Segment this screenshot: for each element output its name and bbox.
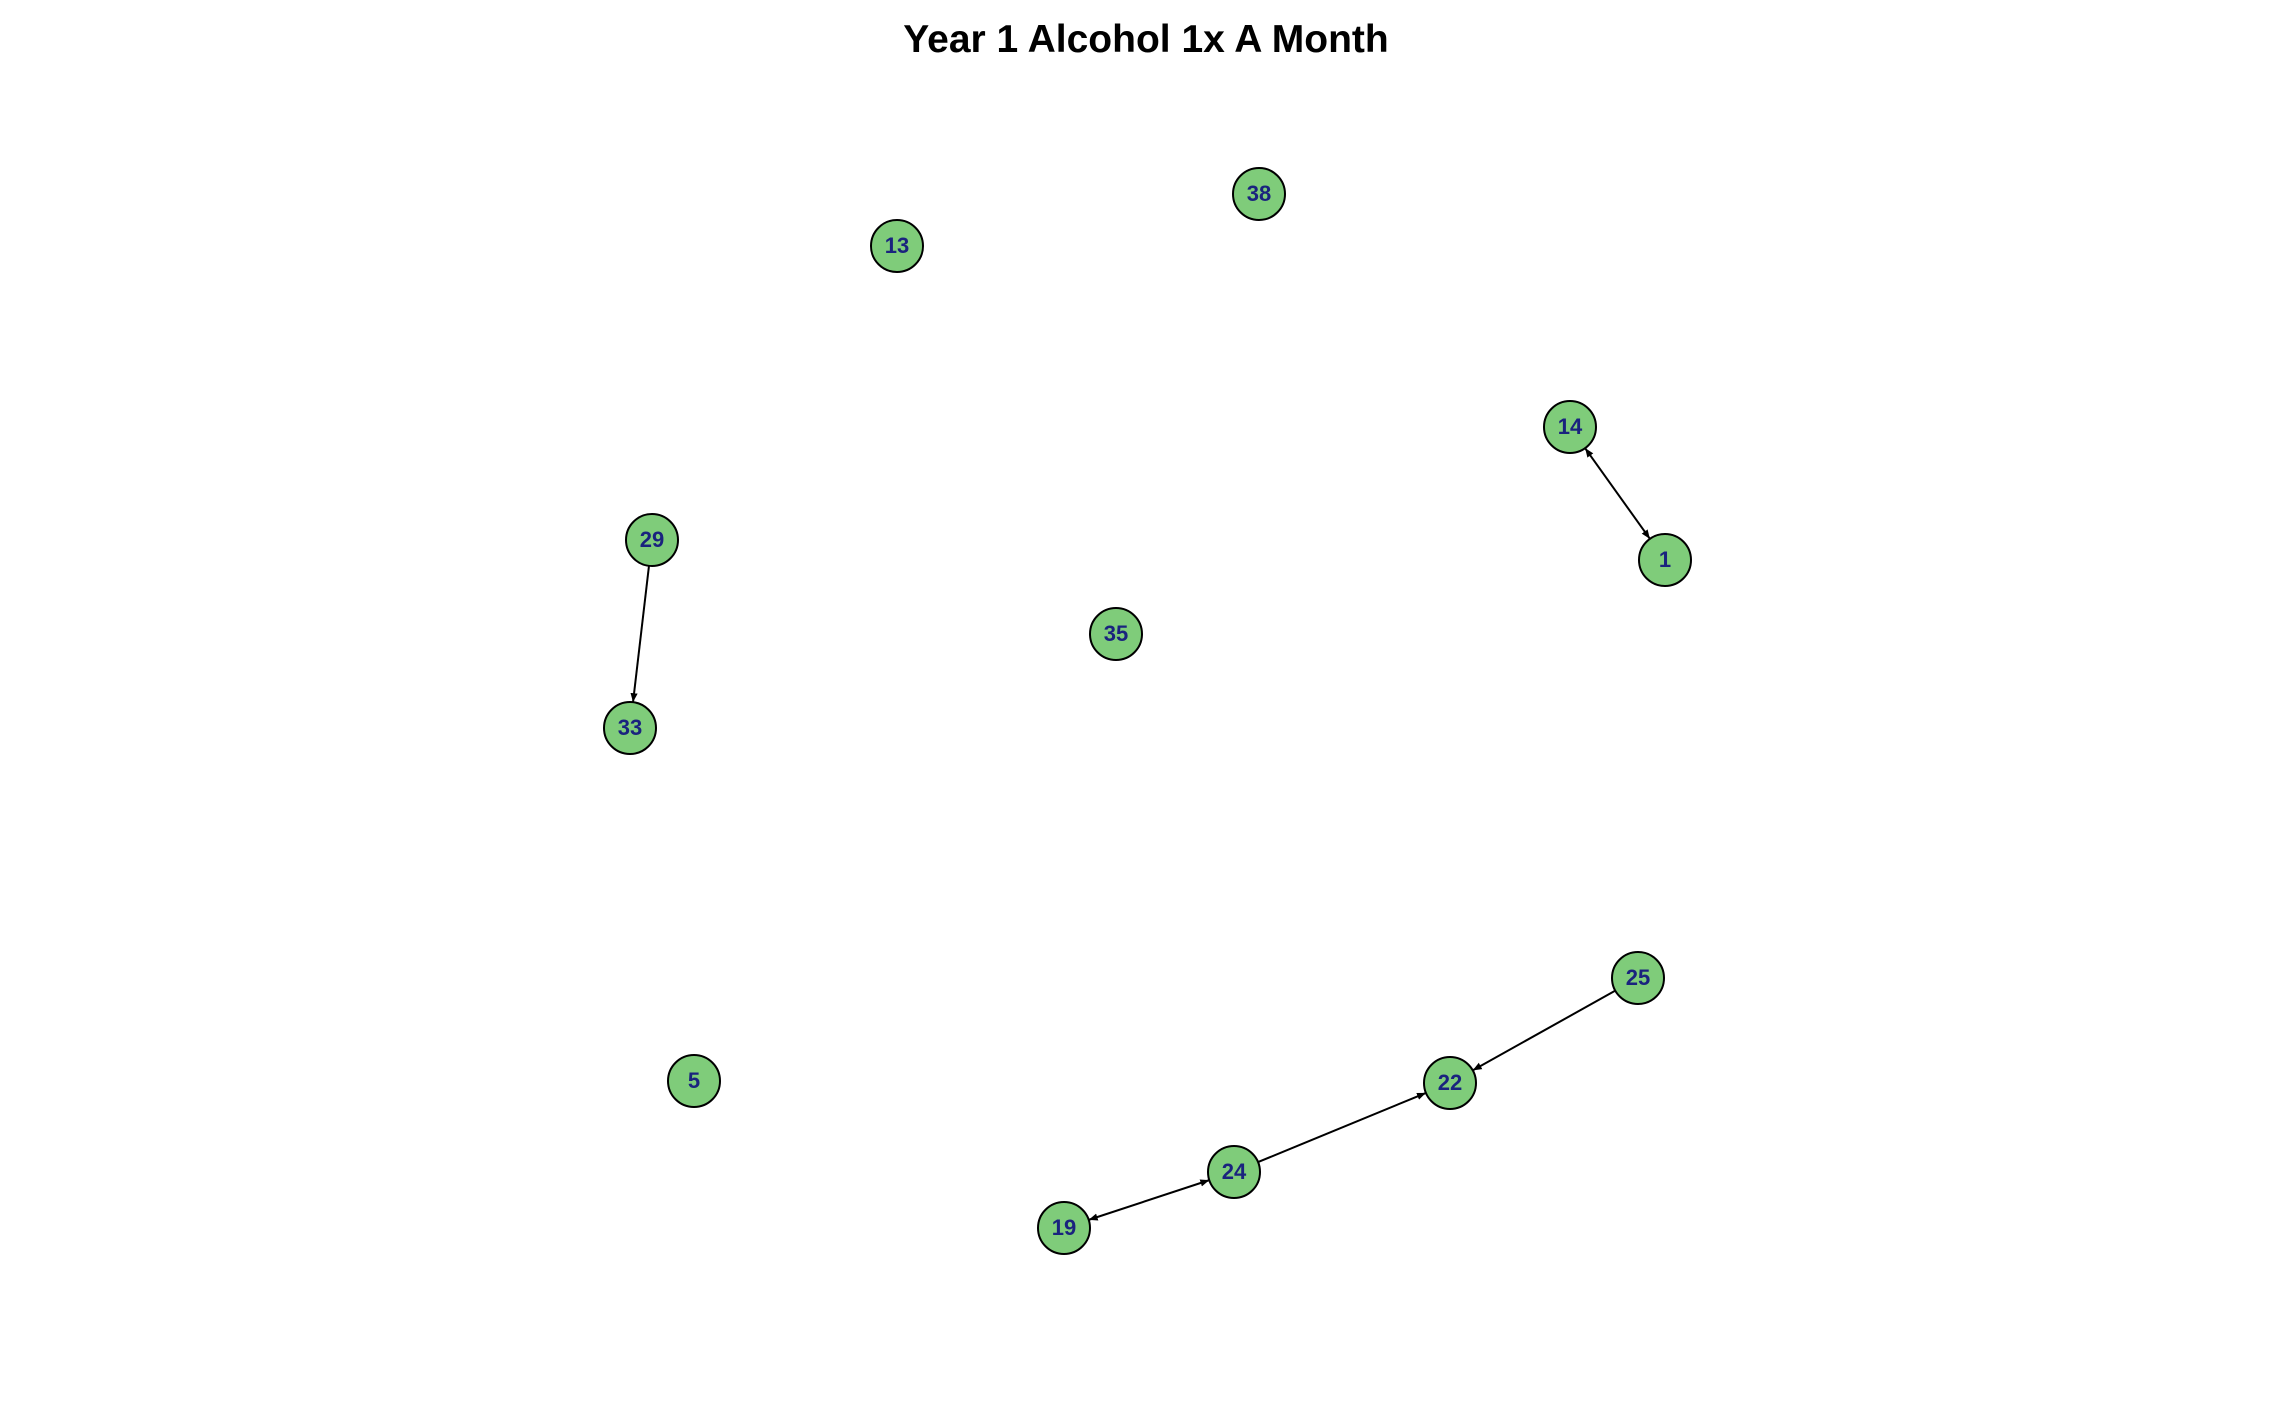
node-circle — [1543, 400, 1597, 454]
node-19: 19 — [1037, 1201, 1091, 1255]
node-33: 33 — [603, 701, 657, 755]
node-label: 25 — [1626, 965, 1650, 990]
node-circle — [870, 219, 924, 273]
node-label: 1 — [1659, 547, 1671, 572]
node-circle — [1037, 1201, 1091, 1255]
edges-layer — [630, 447, 1651, 1221]
node-circle — [625, 513, 679, 567]
edge-14-1 — [1584, 447, 1651, 540]
edge-24-22 — [1257, 1091, 1427, 1164]
node-circle — [1207, 1145, 1261, 1199]
node-circle — [1089, 607, 1143, 661]
node-label: 22 — [1438, 1070, 1462, 1095]
node-22: 22 — [1423, 1056, 1477, 1110]
node-label: 24 — [1222, 1159, 1247, 1184]
node-24: 24 — [1207, 1145, 1261, 1199]
chart-title: Year 1 Alcohol 1x A Month — [903, 18, 1389, 61]
node-25: 25 — [1611, 951, 1665, 1005]
node-circle — [1423, 1056, 1477, 1110]
node-38: 38 — [1232, 167, 1286, 221]
node-label: 38 — [1247, 181, 1271, 206]
node-label: 14 — [1558, 414, 1583, 439]
node-label: 29 — [640, 527, 664, 552]
node-circle — [1611, 951, 1665, 1005]
node-circle — [1232, 167, 1286, 221]
node-5: 5 — [667, 1054, 721, 1108]
node-35: 35 — [1089, 607, 1143, 661]
node-circle — [603, 701, 657, 755]
node-label: 13 — [885, 233, 909, 258]
edge-19-24 — [1088, 1179, 1210, 1221]
node-13: 13 — [870, 219, 924, 273]
node-label: 33 — [618, 715, 642, 740]
node-14: 14 — [1543, 400, 1597, 454]
node-label: 19 — [1052, 1215, 1076, 1240]
node-1: 1 — [1638, 533, 1692, 587]
nodes-layer: 38 13 14 1 29 35 33 25 22 5 24 19 — [603, 167, 1692, 1255]
node-circle — [1638, 533, 1692, 587]
edge-25-22 — [1472, 989, 1616, 1072]
node-29: 29 — [625, 513, 679, 567]
node-label: 35 — [1104, 621, 1128, 646]
node-label: 5 — [688, 1068, 700, 1093]
node-circle — [667, 1054, 721, 1108]
edge-29-33 — [630, 565, 650, 703]
